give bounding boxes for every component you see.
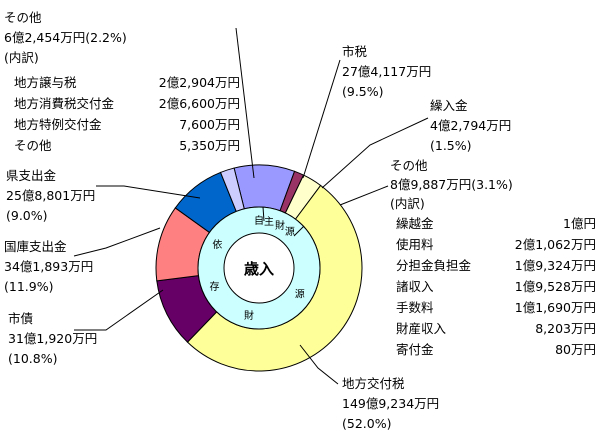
other-left-row: その他 5,350万円	[14, 135, 240, 153]
other-right-title: その他	[390, 158, 428, 173]
label-chihokofu-amount: 149億9,234万円	[342, 396, 440, 411]
other-left-row: 地方特例交付金 7,600万円	[14, 114, 240, 132]
other-left-item-amount: 2億2,904万円	[158, 75, 240, 90]
inner-ring-divider-1	[262, 206, 265, 222]
other-right-row: 繰越金 1億円	[396, 213, 596, 231]
other-right-row: 財産収入 8,203万円	[396, 318, 596, 336]
center-disc	[223, 232, 295, 304]
label-shisai-name: 市債	[8, 311, 34, 326]
ring-char-1-2: 財	[244, 309, 254, 322]
label-kurikomi-amount: 4億2,794万円	[430, 118, 512, 133]
leader-shisai	[74, 289, 164, 331]
other-right-item-amount: 1億9,528万円	[514, 279, 596, 294]
label-kenshishutsu-name: 県支出金	[6, 168, 57, 183]
other-right-item-name: 財産収入	[396, 321, 447, 336]
leader-shizei	[302, 59, 341, 179]
donut-slices	[155, 164, 363, 372]
leader-other-right	[339, 185, 389, 206]
leader-kurikomi	[321, 117, 429, 189]
other-right-amount: 8億9,887万円(3.1%)	[390, 177, 513, 192]
label-chihokofu-pct: (52.0%)	[342, 416, 392, 431]
ring-char-1-0: 依	[212, 238, 222, 251]
label-kokko-name: 国庫支出金	[4, 239, 67, 254]
other-right-item-name: 分担金負担金	[396, 258, 472, 273]
label-kokko-amount: 34億1,893万円	[4, 259, 94, 274]
label-shizei-pct: (9.5%)	[342, 84, 384, 99]
other-right-item-amount: 1億9,324万円	[514, 258, 596, 273]
center-title: 歳入	[244, 260, 274, 278]
other-left-breakdown-label: (内訳)	[4, 50, 39, 65]
other-left-item-amount: 2億6,600万円	[158, 96, 240, 111]
other-right-item-name: 繰越金	[396, 216, 434, 231]
other-left-item-amount: 7,600万円	[179, 117, 240, 132]
inner-ring-divider-2	[293, 225, 305, 237]
leader-kokko	[73, 227, 161, 257]
other-right-row: 使用料 2億1,062万円	[396, 234, 596, 252]
other-right-item-name: 手数料	[396, 300, 434, 315]
other-right-row: 手数料 1億1,690万円	[396, 297, 596, 315]
leader-chihokofu	[299, 344, 339, 385]
label-kurikomi-pct: (1.5%)	[430, 138, 472, 153]
other-right-item-amount: 1億1,690万円	[514, 300, 596, 315]
other-left-row: 地方譲与税 2億2,904万円	[14, 72, 240, 90]
label-shisai-pct: (10.8%)	[8, 351, 58, 366]
label-kenshishutsu-pct: (9.0%)	[6, 208, 48, 223]
ring-char-0-0: 自	[254, 214, 264, 227]
label-kurikomi-name: 繰入金	[430, 98, 468, 113]
other-right-item-amount: 2億1,062万円	[514, 237, 596, 252]
other-left-item-name: その他	[14, 138, 52, 153]
label-chihokofu-name: 地方交付税	[342, 376, 405, 391]
leader-other-left	[235, 27, 255, 179]
label-shizei-name: 市税	[342, 44, 368, 59]
other-right-row: 諸収入 1億9,528万円	[396, 276, 596, 294]
other-right-breakdown-label: (内訳)	[390, 196, 425, 211]
other-right-item-amount: 1億円	[563, 216, 596, 231]
other-left-amount: 6億2,454万円(2.2%)	[4, 30, 127, 45]
other-right-item-name: 諸収入	[396, 279, 434, 294]
label-shisai-amount: 31億1,920万円	[8, 331, 98, 346]
ring-char-0-3: 源	[285, 225, 295, 238]
other-left-item-name: 地方特例交付金	[14, 117, 102, 132]
other-right-item-name: 寄付金	[396, 342, 434, 357]
other-left-item-amount: 5,350万円	[179, 138, 240, 153]
other-right-item-amount: 8,203万円	[535, 321, 596, 336]
leader-kenshishutsu	[96, 185, 201, 199]
ring-char-0-2: 財	[275, 219, 285, 232]
label-shizei-amount: 27億4,117万円	[342, 64, 432, 79]
other-left-item-name: 地方譲与税	[14, 75, 77, 90]
other-right-item-amount: 80万円	[555, 342, 596, 357]
leader-lines	[73, 27, 429, 385]
other-left-item-name: 地方消費税交付金	[14, 96, 115, 111]
ring-char-1-1: 存	[209, 280, 219, 293]
other-left-row: 地方消費税交付金 2億6,600万円	[14, 93, 240, 111]
ring-char-0-1: 主	[264, 216, 274, 228]
inner-ring-labels: 自主財源依存財源	[209, 214, 304, 322]
other-right-row: 分担金負担金 1億9,324万円	[396, 255, 596, 273]
label-kokko-pct: (11.9%)	[4, 279, 54, 294]
other-left-title: その他	[4, 10, 42, 25]
other-right-item-name: 使用料	[396, 237, 434, 252]
other-right-row: 寄付金 80万円	[396, 339, 596, 357]
ring-char-1-3: 源	[295, 287, 305, 300]
label-kenshishutsu-amount: 25億8,801万円	[6, 188, 96, 203]
